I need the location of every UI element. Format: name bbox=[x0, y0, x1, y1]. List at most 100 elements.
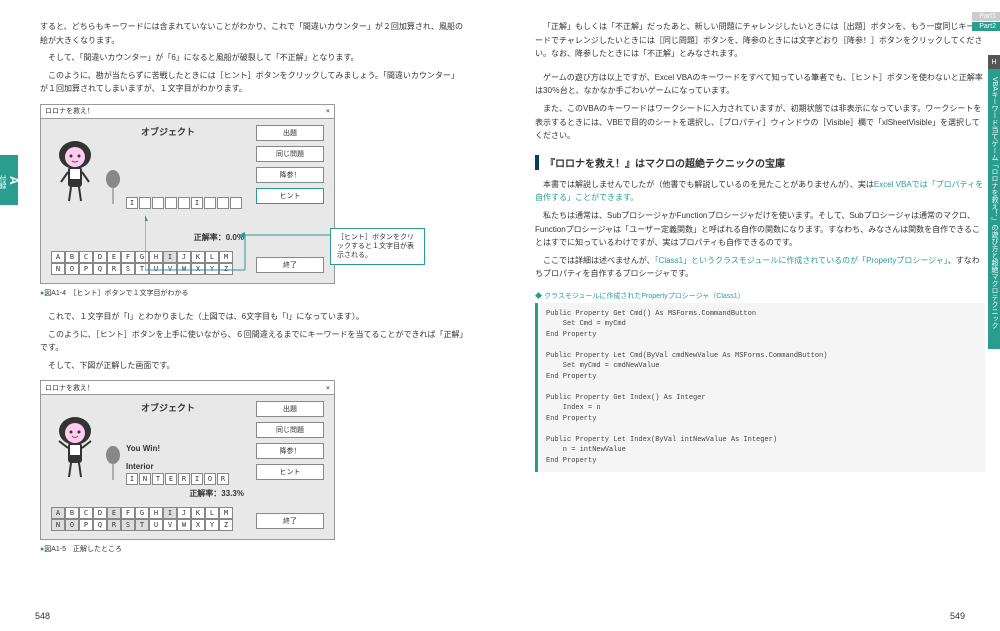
question-button[interactable]: 出題 bbox=[256, 125, 324, 141]
key[interactable]: M bbox=[219, 507, 233, 519]
callout-hint: ［ヒント］ボタンをクリックすると１文字目が表示される。 bbox=[330, 228, 425, 265]
key[interactable]: C bbox=[79, 507, 93, 519]
highlighted-text: 「Class1」というクラスモジュールに作成されているのが「Propertyプロ… bbox=[655, 256, 948, 265]
key[interactable]: B bbox=[65, 507, 79, 519]
key[interactable]: S bbox=[121, 519, 135, 531]
key[interactable]: W bbox=[177, 263, 191, 275]
key[interactable]: U bbox=[149, 263, 163, 275]
key[interactable]: D bbox=[93, 251, 107, 263]
body-text: ここでは詳細は述べませんが、「Class1」というクラスモジュールに作成されてい… bbox=[535, 254, 985, 281]
key[interactable]: L bbox=[205, 251, 219, 263]
answer-cell: E bbox=[165, 473, 177, 485]
key[interactable]: Q bbox=[93, 263, 107, 275]
key[interactable]: M bbox=[219, 251, 233, 263]
key[interactable]: E bbox=[107, 251, 121, 263]
key[interactable]: X bbox=[191, 263, 205, 275]
end-button[interactable]: 終了 bbox=[256, 257, 324, 273]
key[interactable]: A bbox=[51, 507, 65, 519]
key[interactable]: U bbox=[149, 519, 163, 531]
key[interactable]: H bbox=[149, 251, 163, 263]
key[interactable]: N bbox=[51, 263, 65, 275]
key[interactable]: E bbox=[107, 507, 121, 519]
key[interactable]: Q bbox=[93, 519, 107, 531]
figure-caption: ●図A1-5 正解したところ bbox=[40, 544, 465, 554]
key[interactable]: K bbox=[191, 251, 205, 263]
body-text: これで、１文字目が「I」とわかりました（上図では、6文字目も「I」になっています… bbox=[40, 310, 465, 324]
key[interactable]: L bbox=[205, 507, 219, 519]
side-tab-letter: H bbox=[988, 55, 1000, 69]
key[interactable]: T bbox=[135, 519, 149, 531]
key[interactable]: T bbox=[135, 263, 149, 275]
key[interactable]: V bbox=[163, 263, 177, 275]
giveup-button[interactable]: 降参！ bbox=[256, 167, 324, 183]
answer-cell: I bbox=[191, 473, 203, 485]
page-549: Part1 Part2 H VBAキーワード当てゲーム「ロロナを救え！」の遊び方… bbox=[500, 0, 1000, 631]
answer-cell bbox=[217, 197, 229, 209]
key[interactable]: F bbox=[121, 507, 135, 519]
answer-cell bbox=[204, 197, 216, 209]
key[interactable]: Y bbox=[205, 519, 219, 531]
key[interactable]: H bbox=[149, 507, 163, 519]
close-icon[interactable]: × bbox=[326, 107, 330, 115]
end-button[interactable]: 終了 bbox=[256, 513, 324, 529]
hint-button[interactable]: ヒント bbox=[256, 464, 324, 480]
key[interactable]: C bbox=[79, 251, 93, 263]
hint-button[interactable]: ヒント bbox=[256, 188, 324, 204]
key[interactable]: R bbox=[107, 519, 121, 531]
key[interactable]: O bbox=[65, 519, 79, 531]
key[interactable]: J bbox=[177, 251, 191, 263]
key[interactable]: I bbox=[163, 251, 177, 263]
answer-cell: R bbox=[178, 473, 190, 485]
key[interactable]: P bbox=[79, 263, 93, 275]
question-button[interactable]: 出題 bbox=[256, 401, 324, 417]
category-label: オブジェクト bbox=[141, 125, 195, 138]
key[interactable]: O bbox=[65, 263, 79, 275]
key[interactable]: D bbox=[93, 507, 107, 519]
key[interactable]: Z bbox=[219, 263, 233, 275]
tab-sublabel: 付録 bbox=[0, 175, 7, 189]
side-tab-text: VBAキーワード当てゲーム「ロロナを救え！」の遊び方と超絶マクロテクニック bbox=[988, 69, 1000, 349]
same-question-button[interactable]: 同じ問題 bbox=[256, 146, 324, 162]
giveup-button[interactable]: 降参！ bbox=[256, 443, 324, 459]
key[interactable]: Y bbox=[205, 263, 219, 275]
category-label: オブジェクト bbox=[141, 401, 195, 414]
body-text: ゲームの遊び方は以上ですが、Excel VBAのキーワードをすべて知っている筆者… bbox=[535, 71, 985, 98]
body-text: このように、勘が当たらずに苦戦したときには［ヒント］ボタンをクリックしてみましょ… bbox=[40, 69, 465, 96]
key[interactable]: P bbox=[79, 519, 93, 531]
status-text: You Win! Interior bbox=[126, 443, 160, 471]
key[interactable]: G bbox=[135, 251, 149, 263]
code-block: Public Property Get Cmd() As MSForms.Com… bbox=[535, 303, 985, 473]
balloon-icon bbox=[103, 169, 123, 204]
game-window-1: ロロナを救え！ × オブジェクト bbox=[40, 104, 335, 284]
key[interactable]: J bbox=[177, 507, 191, 519]
same-question-button[interactable]: 同じ問題 bbox=[256, 422, 324, 438]
key[interactable]: W bbox=[177, 519, 191, 531]
answer-cell bbox=[230, 197, 242, 209]
key[interactable]: N bbox=[51, 519, 65, 531]
body-text: そして、下図が正解した画面です。 bbox=[40, 359, 465, 373]
page-548: A 付録 すると、どちらもキーワードには含まれていないことがわかり、これで「間違… bbox=[0, 0, 500, 631]
key[interactable]: B bbox=[65, 251, 79, 263]
game-window-2: ロロナを救え！ × オブジェクト bbox=[40, 380, 335, 540]
character-icon bbox=[51, 137, 99, 205]
answer-cell: O bbox=[204, 473, 216, 485]
answer-cell: T bbox=[152, 473, 164, 485]
close-icon[interactable]: × bbox=[326, 384, 330, 392]
part1-tab: Part1 bbox=[972, 12, 1000, 21]
key[interactable]: R bbox=[107, 263, 121, 275]
key[interactable]: G bbox=[135, 507, 149, 519]
key[interactable]: I bbox=[163, 507, 177, 519]
button-stack: 出題 同じ問題 降参！ ヒント bbox=[256, 125, 324, 204]
key[interactable]: V bbox=[163, 519, 177, 531]
body-text: このように、［ヒント］ボタンを上手に使いながら、６回間違えるまでにキーワードを当… bbox=[40, 328, 465, 355]
key[interactable]: Z bbox=[219, 519, 233, 531]
window-title: ロロナを救え！ bbox=[45, 383, 94, 393]
key[interactable]: F bbox=[121, 251, 135, 263]
key[interactable]: S bbox=[121, 263, 135, 275]
answer-cell: I bbox=[126, 197, 138, 209]
answer-cell: R bbox=[217, 473, 229, 485]
key[interactable]: K bbox=[191, 507, 205, 519]
key[interactable]: A bbox=[51, 251, 65, 263]
key[interactable]: X bbox=[191, 519, 205, 531]
answer-cell: I bbox=[126, 473, 138, 485]
